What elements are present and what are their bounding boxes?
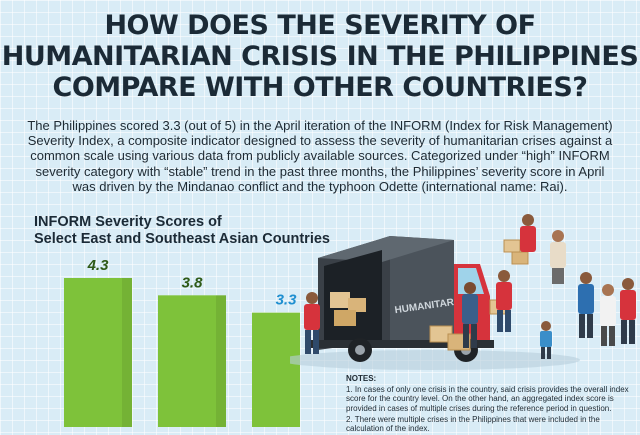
title-line-2: HUMANITARIAN CRISIS IN THE PHILIPPINES bbox=[1, 41, 639, 72]
notes-heading: NOTES: bbox=[346, 374, 377, 383]
bar-value-label-2: 3.8 bbox=[182, 274, 204, 291]
humanitarian-aid-illustration: HUMANITARIAN bbox=[290, 214, 636, 370]
title-line-3: COMPARE WITH OTHER COUNTRIES? bbox=[52, 72, 588, 103]
chart-title-line-2: Select East and Southeast Asian Countrie… bbox=[34, 231, 330, 247]
bar-shade-1 bbox=[122, 278, 132, 427]
intro-paragraph: The Philippines scored 3.3 (out of 5) in… bbox=[27, 118, 613, 194]
bar-1 bbox=[64, 278, 132, 427]
title-line-1: HOW DOES THE SEVERITY OF bbox=[104, 10, 536, 41]
note-2: 2. There were multiple crises in the Phi… bbox=[346, 414, 600, 434]
note-1: 1. In cases of only one crisis in the co… bbox=[346, 385, 629, 413]
bar-shade-2 bbox=[216, 295, 226, 427]
bar-3 bbox=[252, 312, 300, 427]
bar-chart: 4.3 3.8 3.3 bbox=[64, 257, 300, 427]
worker-figure bbox=[304, 292, 320, 354]
chart-title-line-1: INFORM Severity Scores of bbox=[34, 214, 222, 230]
bar-value-label-3: 3.3 bbox=[276, 292, 298, 309]
people-figures bbox=[462, 214, 636, 359]
page-title: HOW DOES THE SEVERITY OF HUMANITARIAN CR… bbox=[0, 10, 640, 103]
notes: NOTES: 1. In cases of only one crisis in… bbox=[346, 374, 636, 435]
chart-title: INFORM Severity Scores of Select East an… bbox=[34, 214, 334, 248]
bar-value-label-1: 4.3 bbox=[87, 257, 110, 274]
bar-2 bbox=[158, 295, 226, 427]
